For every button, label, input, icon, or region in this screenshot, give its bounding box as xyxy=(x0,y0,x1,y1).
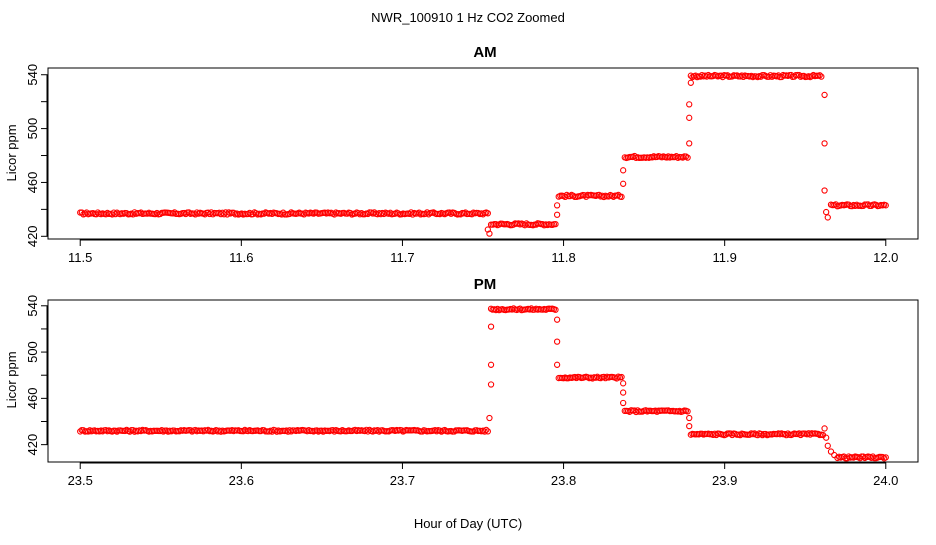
pm-data-point xyxy=(620,399,627,407)
am-data-point xyxy=(818,73,825,80)
pm-data-point xyxy=(686,414,693,422)
am-data-point xyxy=(882,202,889,209)
pm-data-point xyxy=(879,453,886,461)
am-x-tick-label: 11.5 xyxy=(68,250,92,265)
am-x-tick-label: 11.9 xyxy=(712,250,736,265)
pm-data-point xyxy=(487,381,495,388)
am-data-point xyxy=(821,91,828,99)
am-x-tick-label: 12.0 xyxy=(873,250,898,265)
am-data-point xyxy=(615,191,622,199)
pm-panel-title: PM xyxy=(474,276,497,293)
am-data-point xyxy=(552,220,559,228)
pm-y-tick-label: 460 xyxy=(25,388,40,410)
pm-data-point xyxy=(686,422,693,430)
pm-data-point xyxy=(487,323,495,330)
pm-data-point xyxy=(831,451,838,459)
am-data-point xyxy=(553,202,561,209)
am-panel: AM Licor ppm 11.5 11.6 11.7 11.8 11.9 12.0 420… xyxy=(4,44,919,265)
am-data-point xyxy=(620,167,627,174)
pm-y-tick-label: 500 xyxy=(25,341,40,363)
pm-panel: PM Licor ppm 23.5 23.6 23.7 23.8 23.9 24.0 420… xyxy=(4,276,919,488)
am-data-point xyxy=(686,114,693,121)
pm-x-tick-label: 23.8 xyxy=(551,473,576,488)
am-data-point xyxy=(620,180,627,187)
pm-data-points xyxy=(77,305,889,462)
pm-plot-frame xyxy=(47,299,919,463)
am-data-point xyxy=(686,101,693,108)
pm-data-point xyxy=(481,428,488,435)
am-y-tick-label: 460 xyxy=(25,172,40,194)
am-x-tick-label: 11.8 xyxy=(551,250,575,265)
am-data-point xyxy=(553,211,561,218)
am-data-point xyxy=(824,214,831,221)
pm-data-point xyxy=(827,448,835,455)
am-data-point xyxy=(687,79,694,86)
pm-data-point xyxy=(620,389,627,396)
pm-data-point xyxy=(483,426,490,434)
pm-x-tick-label: 23.9 xyxy=(712,473,737,488)
am-data-points xyxy=(77,71,889,237)
am-plot-frame xyxy=(47,67,919,240)
am-y-tick-label: 540 xyxy=(25,64,40,86)
am-data-point xyxy=(686,140,693,147)
pm-data-point xyxy=(552,306,559,313)
pm-x-tick-label: 23.7 xyxy=(390,473,415,488)
am-data-point xyxy=(816,72,823,79)
pm-data-point xyxy=(553,361,561,368)
pm-y-axis-label: Licor ppm xyxy=(4,351,19,408)
pm-data-point xyxy=(618,373,625,381)
am-y-tick-label: 420 xyxy=(25,225,40,247)
am-y-tick-label: 500 xyxy=(25,118,40,140)
pm-y-tick-label: 540 xyxy=(25,295,40,317)
pm-data-point xyxy=(620,380,627,387)
pm-x-tick-label: 23.5 xyxy=(68,473,93,488)
am-data-point xyxy=(684,154,691,161)
pm-data-point xyxy=(821,425,828,432)
pm-data-point xyxy=(487,361,495,368)
pm-data-point xyxy=(882,454,889,461)
pm-data-point xyxy=(824,442,831,449)
am-data-point xyxy=(486,230,493,237)
am-panel-title: AM xyxy=(473,44,496,61)
figure-title: NWR_100910 1 Hz CO2 Zoomed xyxy=(371,10,565,25)
pm-data-point xyxy=(684,408,691,415)
am-data-point xyxy=(823,208,830,216)
am-x-tick-label: 11.6 xyxy=(229,250,253,265)
pm-data-point xyxy=(823,434,830,441)
am-y-axis-label: Licor ppm xyxy=(4,124,19,181)
am-data-point xyxy=(484,226,491,233)
pm-data-point xyxy=(484,428,491,435)
am-data-point xyxy=(821,187,828,194)
am-data-point xyxy=(484,210,491,217)
pm-x-tick-label: 23.6 xyxy=(229,473,254,488)
am-data-point xyxy=(821,140,828,147)
pm-x-tick-label: 24.0 xyxy=(873,473,898,488)
am-x-tick-label: 11.7 xyxy=(390,250,414,265)
pm-data-point xyxy=(553,338,561,345)
am-data-point xyxy=(618,193,625,200)
x-axis-label: Hour of Day (UTC) xyxy=(414,516,522,531)
pm-data-point xyxy=(486,414,493,422)
pm-data-point xyxy=(553,316,561,323)
pm-y-tick-label: 420 xyxy=(25,434,40,456)
